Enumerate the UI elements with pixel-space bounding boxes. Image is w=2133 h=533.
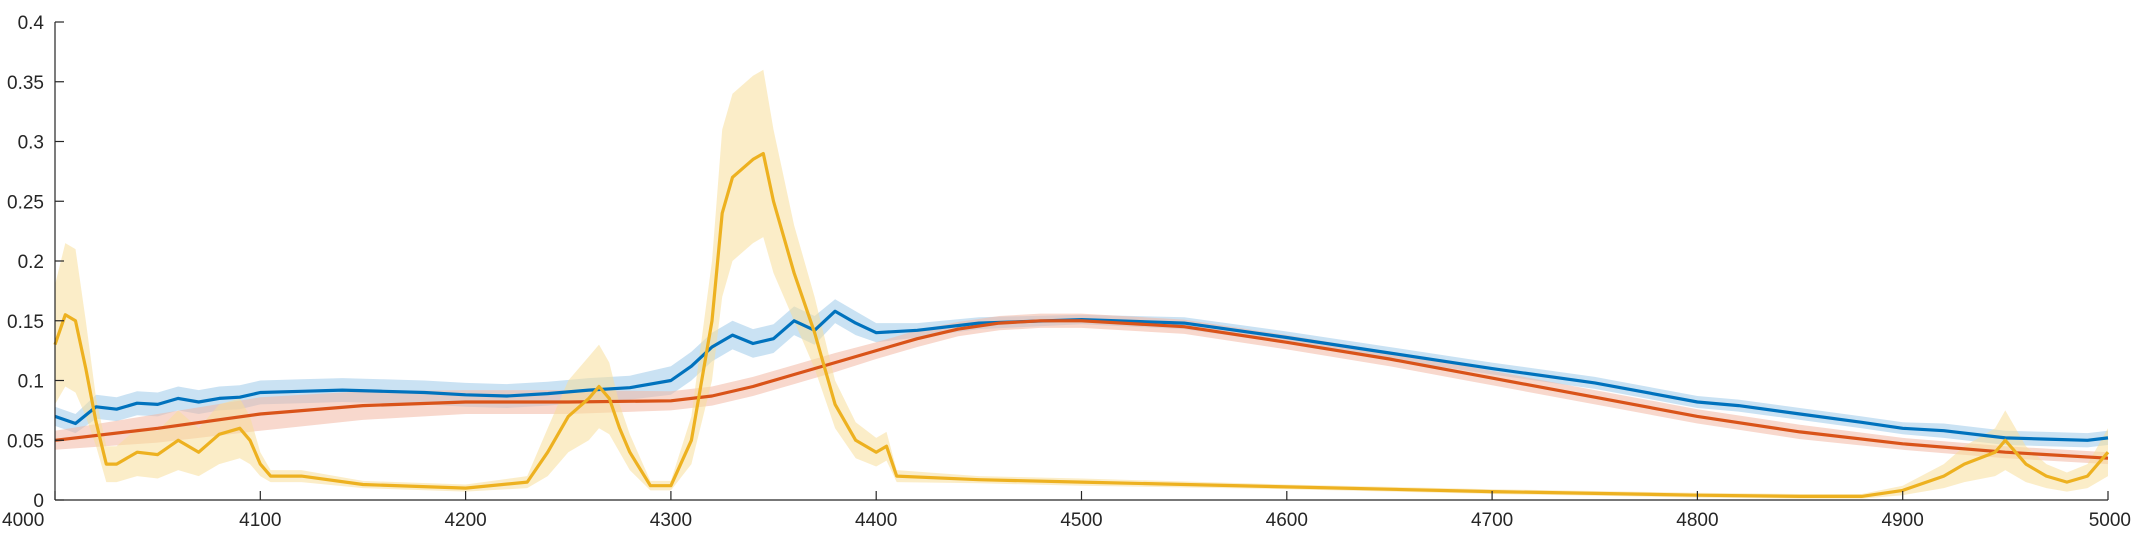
series-1-band — [55, 299, 2108, 448]
x-tick-label: 4600 — [1266, 510, 1308, 531]
x-axis-ticks: 4000 4100 4200 4300 4400 4500 4600 4700 4800 4900… — [2, 491, 2131, 531]
y-tick-label: 0.05 — [7, 431, 44, 452]
y-axis-ticks: 0 0.05 0.1 0.15 0.2 0.25 0.3 0.35 0.4 — [7, 13, 64, 512]
y-tick-label: 0.2 — [18, 252, 44, 273]
x-tick-label: 4300 — [650, 510, 692, 531]
x-tick-label: 4500 — [1060, 510, 1102, 531]
series-3-line — [53, 151, 2110, 498]
confidence-bands — [55, 69, 2108, 499]
y-tick-label: 0.15 — [7, 312, 44, 333]
x-tick-label: 4100 — [239, 510, 281, 531]
x-tick-label: 5000 — [2089, 510, 2131, 531]
y-tick-label: 0.1 — [18, 372, 44, 393]
series-1-line — [54, 309, 2109, 442]
y-tick-label: 0.3 — [18, 133, 44, 154]
y-tick-label: 0.25 — [7, 192, 44, 213]
x-tick-label: 4900 — [1882, 510, 1924, 531]
y-tick-label: 0.35 — [7, 73, 44, 94]
x-tick-label: 4200 — [444, 510, 486, 531]
y-tick-label: 0 — [33, 491, 44, 512]
x-tick-label: 4700 — [1471, 510, 1513, 531]
series-lines — [53, 151, 2110, 498]
x-tick-label: 4000 — [2, 510, 44, 531]
x-tick-label: 4800 — [1676, 510, 1718, 531]
series-2-band — [55, 313, 2108, 465]
x-tick-label: 4400 — [855, 510, 897, 531]
y-tick-label: 0.4 — [18, 13, 45, 34]
series-2-line — [54, 319, 2109, 460]
